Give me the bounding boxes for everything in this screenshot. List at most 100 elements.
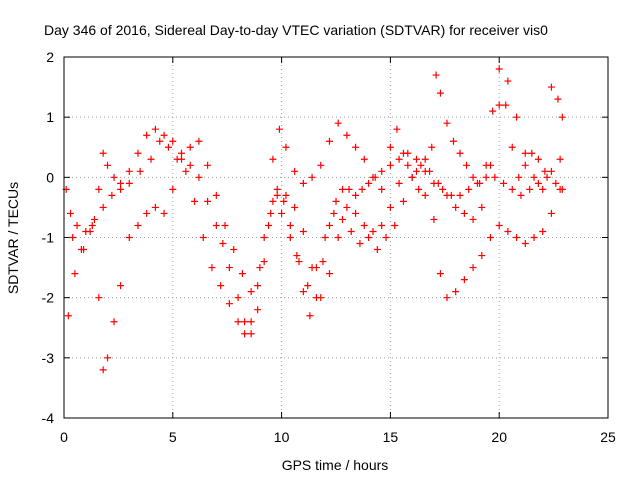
data-point (234, 318, 242, 326)
data-point (273, 191, 281, 199)
data-point (478, 203, 486, 211)
data-point (104, 161, 112, 169)
data-point (495, 101, 503, 109)
data-point (547, 209, 555, 217)
data-point (352, 191, 360, 199)
chart-title: Day 346 of 2016, Sidereal Day-to-day VTE… (44, 22, 548, 38)
data-point (169, 185, 177, 193)
data-point (241, 318, 249, 326)
data-point (136, 167, 144, 175)
data-point (325, 270, 333, 278)
data-point (230, 246, 238, 254)
x-tick-label: 0 (60, 429, 68, 445)
data-point (430, 215, 438, 223)
data-point (478, 252, 486, 260)
data-point (504, 227, 512, 235)
data-point (134, 149, 142, 157)
data-point (247, 318, 255, 326)
data-point (345, 185, 353, 193)
data-point (556, 155, 564, 163)
data-point (221, 221, 229, 229)
data-point (269, 197, 277, 205)
data-point (539, 227, 547, 235)
data-point (386, 143, 394, 151)
data-point (502, 101, 510, 109)
data-point (439, 185, 447, 193)
data-point (456, 149, 464, 157)
y-tick-label: -1 (42, 230, 55, 246)
data-point (378, 167, 386, 175)
data-point (254, 306, 262, 314)
data-point (110, 173, 118, 181)
data-point (330, 209, 338, 217)
data-point (151, 203, 159, 211)
data-point (275, 125, 283, 133)
data-point (415, 185, 423, 193)
y-tick-label: 0 (46, 169, 54, 185)
data-point (117, 185, 125, 193)
x-tick-label: 15 (383, 429, 399, 445)
data-point (64, 312, 72, 320)
data-point (325, 221, 333, 229)
x-tick-label: 10 (274, 429, 290, 445)
x-tick-label: 5 (169, 429, 177, 445)
data-point (67, 209, 75, 217)
data-point (217, 282, 225, 290)
data-point (443, 294, 451, 302)
data-point (386, 203, 394, 211)
data-point (260, 234, 268, 241)
data-point (395, 179, 403, 187)
data-point (432, 71, 440, 79)
data-point (386, 161, 394, 169)
data-point (317, 294, 325, 302)
data-point (125, 167, 133, 175)
data-point (547, 83, 555, 91)
data-point (204, 161, 212, 169)
data-point (539, 185, 547, 193)
data-point (500, 179, 508, 187)
data-point (517, 191, 525, 199)
data-point (554, 95, 562, 103)
data-point (267, 209, 275, 217)
data-point (182, 167, 190, 175)
data-point (426, 167, 434, 175)
data-point (391, 221, 399, 229)
data-point (530, 234, 538, 241)
data-point (428, 143, 436, 151)
data-point (164, 143, 172, 151)
data-point (547, 167, 555, 175)
data-point (151, 125, 159, 133)
data-point (526, 185, 534, 193)
data-point (408, 173, 416, 181)
data-point (225, 300, 233, 308)
data-point (208, 264, 216, 272)
data-point (265, 221, 273, 229)
data-point (356, 240, 364, 248)
data-point (69, 234, 77, 241)
data-point (99, 149, 107, 157)
data-point (358, 185, 366, 193)
data-point (278, 209, 286, 217)
data-point (343, 203, 351, 211)
data-point (365, 234, 373, 241)
data-point (306, 312, 314, 320)
data-point (534, 179, 542, 187)
data-point (286, 221, 294, 229)
data-point (378, 185, 386, 193)
data-point (308, 264, 316, 272)
data-point (169, 137, 177, 145)
y-tick-label: -2 (42, 290, 55, 306)
data-point (143, 131, 151, 139)
data-point (117, 179, 125, 187)
data-point (421, 155, 429, 163)
data-point (360, 155, 368, 163)
data-point (413, 167, 421, 175)
data-point (295, 258, 303, 266)
data-point (404, 161, 412, 169)
data-point (143, 209, 151, 217)
data-point (343, 131, 351, 139)
data-point (186, 143, 194, 151)
data-point (513, 113, 521, 121)
data-point (319, 258, 327, 266)
data-point (513, 234, 521, 241)
